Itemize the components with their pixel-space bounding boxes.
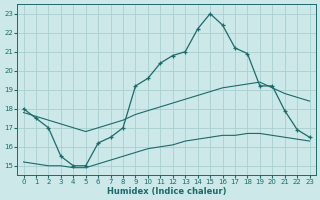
X-axis label: Humidex (Indice chaleur): Humidex (Indice chaleur) bbox=[107, 187, 226, 196]
